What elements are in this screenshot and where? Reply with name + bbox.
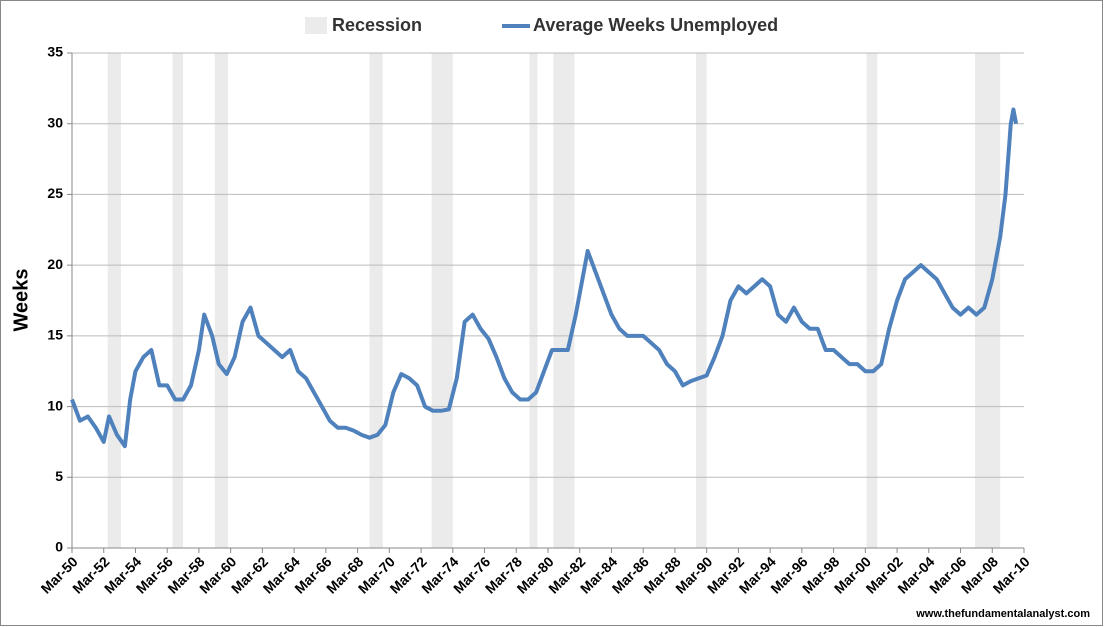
recession-band <box>696 53 707 548</box>
data-line <box>70 107 1019 449</box>
recession-band <box>107 53 121 548</box>
y-tick-label: 5 <box>55 468 63 484</box>
recession-band <box>214 53 229 548</box>
legend-label: Average Weeks Unemployed <box>533 15 778 35</box>
y-tick-label: 20 <box>47 256 63 272</box>
recession-band <box>866 53 878 548</box>
recession-band <box>369 53 383 548</box>
y-tick-label: 10 <box>47 397 63 413</box>
source: www.thefundamentalanalyst.com <box>915 608 1090 620</box>
recession-band <box>172 53 184 548</box>
legend-swatch <box>305 17 327 34</box>
y-tick-label: 25 <box>47 185 63 201</box>
y-tick-label: 30 <box>47 114 63 130</box>
y-axis-label: Weeks <box>10 268 32 331</box>
y-tick-label: 0 <box>55 539 63 555</box>
recession-band <box>553 53 575 548</box>
y-tick-label: 15 <box>47 327 63 343</box>
legend-label: Recession <box>332 15 422 35</box>
recession-band <box>529 53 538 548</box>
y-tick-label: 35 <box>47 44 63 60</box>
recession-band <box>431 53 453 548</box>
